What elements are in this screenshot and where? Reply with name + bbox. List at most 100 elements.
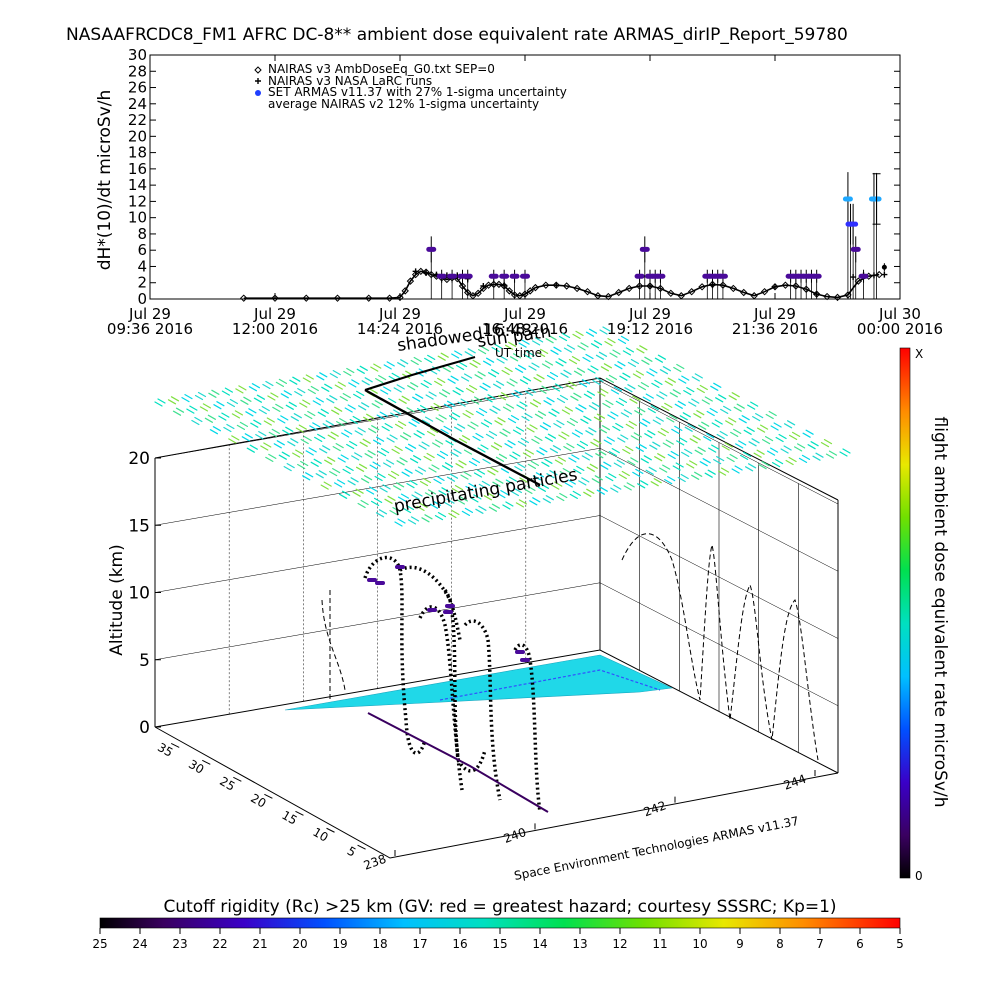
legend-label: NAIRAS v3 AmbDoseEq_G0.txt SEP=0 xyxy=(268,62,495,76)
cutoff-tick-label: 12 xyxy=(612,937,627,951)
cutoff-colorbar-ticks: 25 24 23 22 21 20 19 18 17 16 15 14 13 12 11 10 9 8 7 6 5 xyxy=(92,928,904,951)
altitude-tick-label: 0 xyxy=(139,718,150,738)
cutoff-tick-label: 6 xyxy=(856,937,864,951)
x-tick-label-time: 19:12 2016 xyxy=(607,320,693,338)
nairas-v3-diamond-point xyxy=(531,283,540,292)
legend-label: average NAIRAS v2 12% 1-sigma uncertaint… xyxy=(268,97,539,111)
dose-colorbar-top-label: X xyxy=(915,347,923,361)
legend-item-nairas-larc: NAIRAS v3 NASA LaRC runs xyxy=(255,74,432,88)
cutoff-tick-label: 8 xyxy=(776,937,784,951)
nairas-v3-diamond-point xyxy=(542,281,550,289)
y-tick-label: 20 xyxy=(128,127,147,145)
armas-point xyxy=(655,273,666,279)
particle-dash-group xyxy=(167,330,833,519)
flight-track-3d xyxy=(363,555,542,813)
x-tick-label-time: 00:00 2016 xyxy=(857,320,943,338)
cutoff-rigidity-colorbar: Cutoff rigidity (Rc) >25 km (GV: red = g… xyxy=(92,897,903,951)
nairas-v3-diamond-point xyxy=(833,293,842,302)
y-tick-label: 14 xyxy=(128,176,147,194)
y-tick-label: 24 xyxy=(128,95,147,113)
x-tick-label-date: Jul 29 xyxy=(628,305,671,323)
nairas-v3-diamond-point xyxy=(401,287,409,295)
nairas-v3-diamond-point xyxy=(406,277,415,285)
credit-text: Space Environment Technologies ARMAS v11… xyxy=(513,814,800,883)
shadow-path-line xyxy=(364,388,541,487)
cutoff-tick-label: 17 xyxy=(412,937,427,951)
back-wall-gridline xyxy=(154,515,601,593)
wall-altitude-projection xyxy=(621,533,819,761)
nairas-v3-diamond-point xyxy=(505,287,514,295)
cutoff-tick-label: 9 xyxy=(736,937,744,951)
altitude-tick-label: 15 xyxy=(128,516,150,536)
nairas-v3-diamond-point xyxy=(495,280,503,289)
nairas-v3-diamond-point xyxy=(760,287,769,296)
flight-dose-point xyxy=(427,608,437,612)
armas-point xyxy=(436,273,447,279)
latitude-tick-mark xyxy=(233,776,242,782)
cutoff-tick-label: 22 xyxy=(212,937,227,951)
x-tick-label-time: 09:36 2016 xyxy=(107,320,193,338)
flight-dose-point xyxy=(375,581,385,585)
nairas-v3-diamond-point xyxy=(479,284,488,293)
flight-track-dashed-loop xyxy=(363,555,427,755)
latitude-tick-mark xyxy=(202,759,211,765)
y-tick-label: 12 xyxy=(128,192,147,210)
nairas-v3-diamond-point xyxy=(667,289,675,298)
cutoff-tick-label: 20 xyxy=(292,937,307,951)
latitude-tick-label: 10 xyxy=(310,825,330,845)
ground-track-detail xyxy=(439,669,661,701)
altitude-tick-label: 20 xyxy=(128,449,150,469)
flight-dose-point xyxy=(515,650,525,654)
nairas-v3-diamond-point xyxy=(615,288,623,297)
nairas-v3-diamond-point xyxy=(562,282,571,290)
y-tick-label: 4 xyxy=(137,257,147,275)
cutoff-tick-label: 19 xyxy=(332,937,347,951)
latitude-tick-label: 30 xyxy=(186,757,206,777)
y-tick-label: 0 xyxy=(137,290,147,308)
timeseries-marks xyxy=(240,172,888,302)
nairas-v3-diamond-point xyxy=(698,283,706,291)
cutoff-tick-label: 18 xyxy=(372,937,387,951)
sun-path-line xyxy=(364,355,476,392)
y-tick-label: 30 xyxy=(128,46,147,64)
armas-point xyxy=(842,196,853,202)
nairas-larc-plus-point xyxy=(423,269,430,276)
nairas-larc-plus-point xyxy=(772,283,778,290)
y-tick-label: 16 xyxy=(128,160,147,178)
armas-point xyxy=(858,273,869,279)
nairas-v3-diamond-point xyxy=(823,292,831,301)
longitude-tick-label: 238 xyxy=(362,852,388,873)
flight-dose-point xyxy=(520,658,530,662)
cutoff-tick-label: 15 xyxy=(492,937,507,951)
latitude-tick-label: 35 xyxy=(155,740,175,760)
y-tick-label: 26 xyxy=(128,79,147,97)
altitude-tick-label: 5 xyxy=(139,651,150,671)
x-tick-label-date: Jul 29 xyxy=(253,305,296,323)
timeseries-y-axis-label: dH*(10)/dt microSv/h xyxy=(95,90,115,271)
latitude-tick-mark xyxy=(357,844,366,850)
altitude-tick-label: 10 xyxy=(128,584,150,604)
x-tick-label-time: 12:00 2016 xyxy=(232,320,318,338)
nairas-v3-diamond-point xyxy=(240,294,248,302)
armas-point xyxy=(488,273,499,279)
dose-colorbar-bottom-label: 0 xyxy=(915,869,923,883)
nairas-v3-diamond-point xyxy=(417,267,425,276)
y-tick-label: 2 xyxy=(137,274,147,292)
nairas-v3-diamond-point xyxy=(781,281,790,289)
flight-3d-panel: sun path shadowed 16:48 UT time precipit… xyxy=(107,321,950,883)
latitude-ticks: 35 30 25 20 15 10 5 xyxy=(155,740,366,860)
flight-dose-point xyxy=(395,565,405,569)
latitude-tick-label: 15 xyxy=(279,808,299,828)
nairas-v3-diamond-point xyxy=(396,293,404,302)
latitude-tick-mark xyxy=(264,793,273,799)
x-tick-label-date: Jul 29 xyxy=(378,305,421,323)
y-tick-label: 28 xyxy=(128,62,147,80)
ground-path-line xyxy=(367,712,549,813)
armas-point xyxy=(811,273,822,279)
armas-point xyxy=(462,273,473,279)
flight-track-dashed-loop xyxy=(399,565,487,773)
nairas-v3-diamond-point xyxy=(583,287,592,296)
